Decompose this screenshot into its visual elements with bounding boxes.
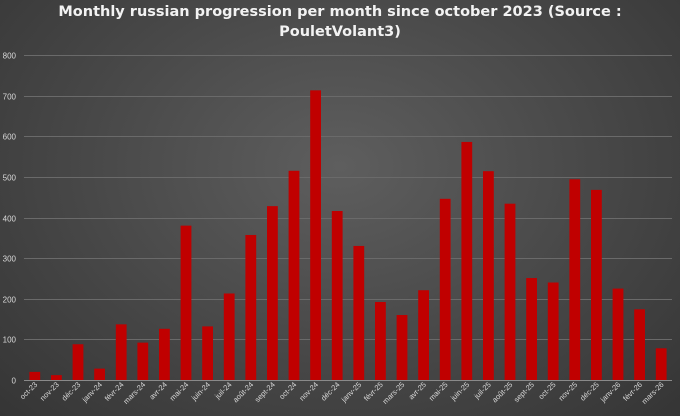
bar bbox=[461, 141, 473, 380]
x-tick-label: avr-25 bbox=[407, 380, 428, 401]
bar bbox=[396, 315, 408, 380]
bar bbox=[29, 371, 41, 381]
x-tick-label: janv-25 bbox=[339, 380, 363, 404]
x-tick-label: déc-23 bbox=[60, 380, 83, 403]
y-tick-label: 100 bbox=[3, 336, 17, 345]
bar bbox=[51, 375, 62, 381]
bar bbox=[137, 342, 149, 381]
bar bbox=[547, 282, 559, 380]
x-tick-label: nov-25 bbox=[557, 380, 580, 403]
x-tick-label: août-24 bbox=[231, 380, 255, 404]
x-tick-label: mai-25 bbox=[427, 380, 450, 403]
bar bbox=[94, 368, 105, 381]
x-tick-label: nov-24 bbox=[297, 380, 320, 403]
x-tick-label: sept-25 bbox=[512, 380, 536, 404]
bar bbox=[310, 90, 321, 380]
y-tick-label: 0 bbox=[12, 377, 17, 386]
x-tick-label: déc-24 bbox=[319, 380, 342, 403]
x-tick-label: janv-26 bbox=[598, 380, 622, 404]
bar bbox=[223, 293, 235, 380]
x-tick-label: oct-24 bbox=[277, 380, 298, 401]
x-tick-label: juin-24 bbox=[189, 380, 212, 403]
bar bbox=[288, 170, 300, 380]
bar bbox=[634, 309, 645, 380]
bar bbox=[418, 290, 429, 380]
x-tick-label: oct-23 bbox=[18, 380, 39, 401]
y-tick-label: 200 bbox=[3, 296, 17, 305]
x-tick-label: mai-24 bbox=[168, 380, 191, 403]
bar bbox=[202, 326, 213, 381]
x-tick-label: août-25 bbox=[490, 380, 514, 404]
bar bbox=[526, 278, 537, 380]
bar bbox=[353, 245, 365, 380]
x-tick-label: avr-24 bbox=[147, 380, 168, 401]
bar bbox=[115, 324, 127, 380]
x-tick-label: mars-25 bbox=[381, 380, 407, 406]
x-tick-label: juin-25 bbox=[448, 380, 471, 403]
x-tick-label: mars-26 bbox=[640, 380, 666, 406]
chart-title-line-2: PouletVolant3) bbox=[279, 24, 401, 40]
bar bbox=[439, 198, 451, 380]
bar bbox=[569, 179, 581, 380]
x-tick-label: sept-24 bbox=[253, 380, 277, 404]
bar bbox=[267, 206, 278, 381]
chart-title: Monthly russian progression per month si… bbox=[0, 2, 680, 42]
bar bbox=[612, 288, 624, 380]
bar bbox=[245, 234, 257, 380]
bar bbox=[483, 171, 494, 380]
x-tick-label: mars-24 bbox=[121, 380, 147, 406]
bar bbox=[655, 348, 667, 380]
y-tick-label: 600 bbox=[3, 133, 17, 142]
x-tick-label: janv-24 bbox=[80, 380, 104, 404]
bar bbox=[180, 225, 192, 381]
x-tick-label: nov-23 bbox=[38, 380, 61, 403]
x-tick-label: oct-25 bbox=[537, 380, 558, 401]
bar bbox=[331, 211, 343, 380]
bar bbox=[504, 203, 516, 380]
x-tick-label: déc-25 bbox=[578, 380, 601, 403]
bar bbox=[375, 302, 386, 380]
chart-title-line-1: Monthly russian progression per month si… bbox=[58, 4, 622, 20]
y-tick-label: 300 bbox=[3, 255, 17, 264]
bar bbox=[72, 344, 84, 380]
y-tick-label: 800 bbox=[3, 52, 17, 61]
y-tick-label: 700 bbox=[3, 93, 17, 102]
y-tick-label: 500 bbox=[3, 174, 17, 183]
y-tick-label: 400 bbox=[3, 215, 17, 224]
bar bbox=[159, 328, 170, 380]
bar bbox=[591, 189, 602, 381]
